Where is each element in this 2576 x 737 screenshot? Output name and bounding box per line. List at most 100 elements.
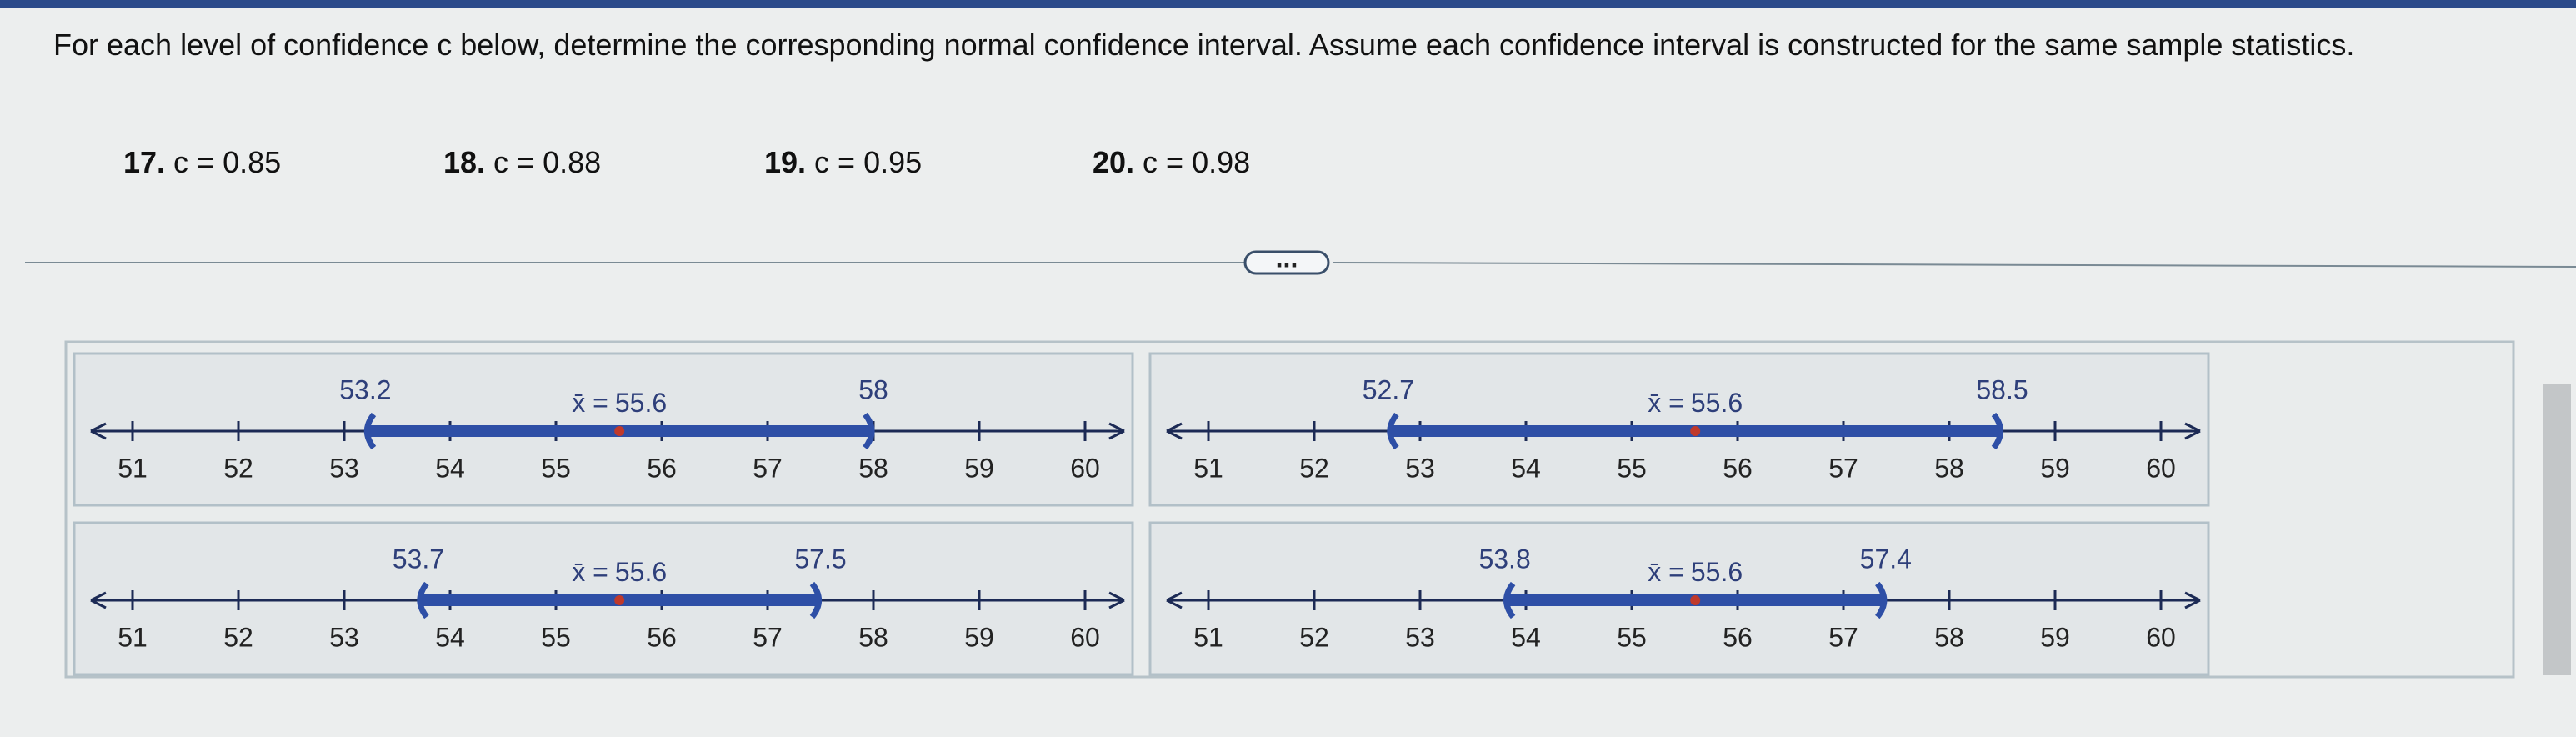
tick-label: 55 xyxy=(541,453,571,483)
tick-label: 59 xyxy=(964,622,994,652)
tick-label: 56 xyxy=(1723,622,1753,652)
tick-label: 57 xyxy=(1828,622,1858,652)
lower-label: 52.7 xyxy=(1363,374,1414,404)
tick-label: 52 xyxy=(223,622,253,652)
mean-symbol: x̄ = xyxy=(572,388,608,418)
tick-label: 60 xyxy=(1070,453,1100,483)
expand-button[interactable] xyxy=(1243,250,1330,275)
lower-bracket xyxy=(363,412,377,450)
tick-label: 56 xyxy=(647,453,677,483)
problem-text: c = 0.95 xyxy=(814,145,923,179)
expand-button-label[interactable]: ... xyxy=(1276,243,1298,273)
mean-value: 55.6 xyxy=(615,557,667,587)
problem-number: 19. xyxy=(764,145,807,179)
tick-label: 51 xyxy=(118,622,148,652)
tick-label: 56 xyxy=(647,622,677,652)
problem-number: 20. xyxy=(1093,145,1135,179)
tick-label: 57 xyxy=(753,622,783,652)
upper-label: 57.4 xyxy=(1860,544,1912,574)
tick-label: 60 xyxy=(2146,453,2176,483)
number-line-panel[interactable]: 51 52 53 54 55 56 57 58 59 60 52.7 58.5 x̄ = 55.6 xyxy=(1148,352,2210,507)
tick-label: 52 xyxy=(1299,453,1329,483)
axis-arrow xyxy=(1166,591,1183,609)
tick-label: 52 xyxy=(223,453,253,483)
problem-text: c = 0.98 xyxy=(1143,145,1251,179)
upper-label: 58 xyxy=(858,374,888,404)
axis-arrow xyxy=(2184,591,2201,609)
tick-label: 51 xyxy=(1193,622,1223,652)
mean-value: 55.6 xyxy=(1691,388,1743,418)
tick-label: 59 xyxy=(964,453,994,483)
tick-label: 55 xyxy=(1617,622,1647,652)
tick-label: 58 xyxy=(1934,453,1964,483)
problem: 19. c = 0.95 xyxy=(764,145,922,180)
tick-label: 59 xyxy=(2040,453,2070,483)
upper-bracket xyxy=(809,581,822,619)
axis-arrow xyxy=(1166,422,1183,440)
tick-label: 58 xyxy=(858,622,888,652)
tick-label: 53 xyxy=(329,453,359,483)
tick-label: 54 xyxy=(435,622,465,652)
lower-label: 53.2 xyxy=(339,374,391,404)
lower-label: 53.7 xyxy=(393,544,444,574)
mean-label: x̄ = 55.6 xyxy=(572,388,667,418)
problem: 20. c = 0.98 xyxy=(1093,145,1250,180)
mean-symbol: x̄ = xyxy=(572,557,608,587)
number-line-panel[interactable]: 51 52 53 54 55 56 57 58 59 60 53.8 57.4 x̄ = 55.6 xyxy=(1148,521,2210,676)
problem-text: c = 0.88 xyxy=(493,145,602,179)
mean-value: 55.6 xyxy=(615,388,667,418)
mean-point xyxy=(614,595,625,605)
tick-label: 57 xyxy=(1828,453,1858,483)
lower-bracket xyxy=(417,581,429,619)
tick-label: 60 xyxy=(1070,622,1100,652)
tick-label: 58 xyxy=(1934,622,1964,652)
tick-label: 56 xyxy=(1723,453,1753,483)
tick-label: 51 xyxy=(1193,453,1223,483)
mean-point xyxy=(1690,595,1701,605)
tick-label: 57 xyxy=(753,453,783,483)
number-line-panel[interactable]: 51 52 53 54 55 56 57 58 59 60 53.7 57.5 x̄ = 55.6 xyxy=(73,521,1134,676)
upper-bracket xyxy=(1991,412,2003,450)
problem: 17. c = 0.85 xyxy=(123,145,281,180)
axis-arrow xyxy=(90,591,107,609)
tick-label: 54 xyxy=(1511,622,1541,652)
scrollbar xyxy=(2543,384,2571,675)
instruction: For each level of confidence c below, de… xyxy=(53,28,2355,62)
tick-label: 58 xyxy=(858,453,888,483)
tick-label: 51 xyxy=(118,453,148,483)
problem-text: c = 0.85 xyxy=(173,145,282,179)
tick-label: 55 xyxy=(541,622,571,652)
divider xyxy=(1333,262,2576,268)
mean-label: x̄ = 55.6 xyxy=(572,557,667,587)
upper-label: 57.5 xyxy=(794,544,846,574)
tick-label: 54 xyxy=(435,453,465,483)
axis-arrow xyxy=(1108,422,1125,440)
problem-number: 18. xyxy=(443,145,486,179)
upper-bracket xyxy=(863,412,875,450)
tick-label: 53 xyxy=(1405,453,1435,483)
lower-bracket xyxy=(1503,581,1516,619)
axis-arrow xyxy=(2184,422,2201,440)
tick-label: 53 xyxy=(1405,622,1435,652)
upper-label: 58.5 xyxy=(1976,374,2028,404)
problem-number: 17. xyxy=(123,145,166,179)
mean-point xyxy=(614,426,625,436)
mean-value: 55.6 xyxy=(1691,557,1743,587)
mean-symbol: x̄ = xyxy=(1648,557,1684,587)
problem: 18. c = 0.88 xyxy=(443,145,601,180)
tick-label: 52 xyxy=(1299,622,1329,652)
mean-point xyxy=(1690,426,1701,436)
mean-label: x̄ = 55.6 xyxy=(1648,388,1743,418)
tick-label: 59 xyxy=(2040,622,2070,652)
number-line-panel[interactable]: 51 52 53 54 55 56 57 58 59 60 53.2 58 x̄ = 55.6 xyxy=(73,352,1134,507)
axis-arrow xyxy=(1108,591,1125,609)
tick-label: 53 xyxy=(329,622,359,652)
lower-bracket xyxy=(1387,412,1399,450)
mean-label: x̄ = 55.6 xyxy=(1648,557,1743,587)
mean-symbol: x̄ = xyxy=(1648,388,1684,418)
tick-label: 60 xyxy=(2146,622,2176,652)
top-bar xyxy=(0,0,2576,8)
tick-label: 55 xyxy=(1617,453,1647,483)
